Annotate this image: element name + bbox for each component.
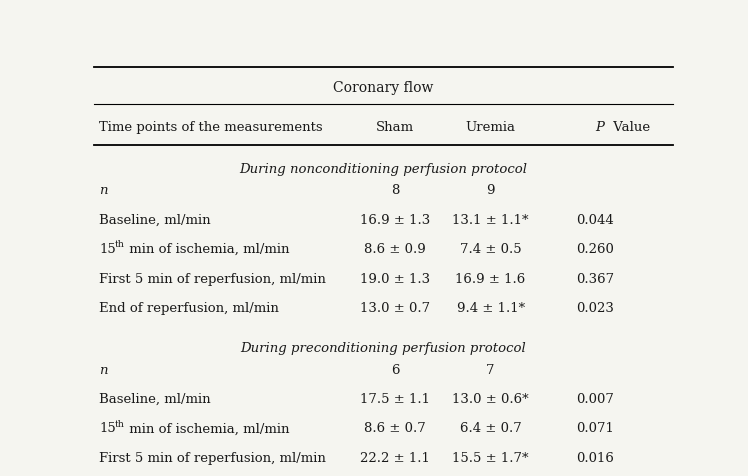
Text: Value: Value — [609, 120, 650, 134]
Text: n: n — [99, 184, 108, 197]
Text: 9.4 ± 1.1*: 9.4 ± 1.1* — [456, 301, 524, 314]
Text: 19.0 ± 1.3: 19.0 ± 1.3 — [360, 272, 430, 285]
Text: P: P — [595, 120, 604, 134]
Text: During nonconditioning perfusion protocol: During nonconditioning perfusion protoco… — [239, 163, 527, 176]
Text: First 5 min of reperfusion, ml/min: First 5 min of reperfusion, ml/min — [99, 272, 326, 285]
Text: During preconditioning perfusion protocol: During preconditioning perfusion protoco… — [240, 342, 527, 355]
Text: 8.6 ± 0.9: 8.6 ± 0.9 — [364, 243, 426, 256]
Text: Uremia: Uremia — [465, 120, 515, 134]
Text: min of ischemia, ml/min: min of ischemia, ml/min — [125, 243, 289, 256]
Text: Coronary flow: Coronary flow — [333, 80, 434, 95]
Text: 9: 9 — [486, 184, 495, 197]
Text: 16.9 ± 1.3: 16.9 ± 1.3 — [360, 213, 430, 227]
Text: 0.007: 0.007 — [576, 392, 614, 405]
Text: 17.5 ± 1.1: 17.5 ± 1.1 — [360, 392, 430, 405]
Text: 6: 6 — [390, 363, 399, 376]
Text: 8: 8 — [390, 184, 399, 197]
Text: min of ischemia, ml/min: min of ischemia, ml/min — [125, 422, 289, 435]
Text: 6.4 ± 0.7: 6.4 ± 0.7 — [460, 422, 521, 435]
Text: First 5 min of reperfusion, ml/min: First 5 min of reperfusion, ml/min — [99, 451, 326, 464]
Text: Sham: Sham — [376, 120, 414, 134]
Text: 15: 15 — [99, 422, 116, 435]
Text: Baseline, ml/min: Baseline, ml/min — [99, 392, 211, 405]
Text: 0.044: 0.044 — [576, 213, 614, 227]
Text: 0.071: 0.071 — [576, 422, 614, 435]
Text: 13.0 ± 0.6*: 13.0 ± 0.6* — [453, 392, 529, 405]
Text: 7: 7 — [486, 363, 495, 376]
Text: 0.016: 0.016 — [576, 451, 614, 464]
Text: 15: 15 — [99, 243, 116, 256]
Text: 0.260: 0.260 — [576, 243, 614, 256]
Text: 15.5 ± 1.7*: 15.5 ± 1.7* — [453, 451, 529, 464]
Text: 8.6 ± 0.7: 8.6 ± 0.7 — [364, 422, 426, 435]
Text: 16.9 ± 1.6: 16.9 ± 1.6 — [456, 272, 526, 285]
Text: 0.023: 0.023 — [576, 301, 614, 314]
Text: 7.4 ± 0.5: 7.4 ± 0.5 — [460, 243, 521, 256]
Text: End of reperfusion, ml/min: End of reperfusion, ml/min — [99, 301, 279, 314]
Text: 22.2 ± 1.1: 22.2 ± 1.1 — [360, 451, 430, 464]
Text: n: n — [99, 363, 108, 376]
Text: 0.367: 0.367 — [576, 272, 614, 285]
Text: 13.1 ± 1.1*: 13.1 ± 1.1* — [453, 213, 529, 227]
Text: th: th — [115, 240, 125, 249]
Text: Baseline, ml/min: Baseline, ml/min — [99, 213, 211, 227]
Text: Time points of the measurements: Time points of the measurements — [99, 120, 323, 134]
Text: 13.0 ± 0.7: 13.0 ± 0.7 — [360, 301, 430, 314]
Text: th: th — [115, 419, 125, 428]
